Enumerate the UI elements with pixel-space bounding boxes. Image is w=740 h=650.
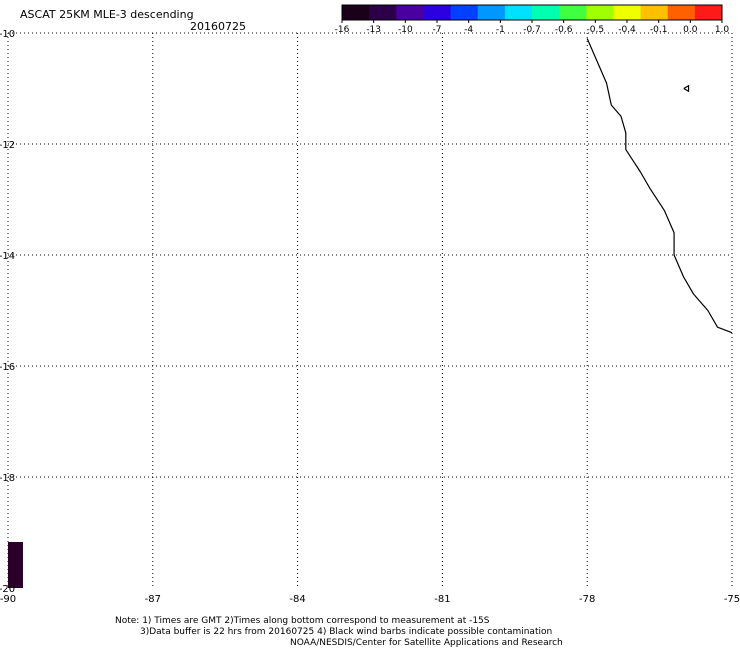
colorbar-tick-label: -16: [335, 25, 350, 35]
longitude-tick-label: -75: [724, 594, 740, 605]
coastline-path: [586, 38, 733, 334]
product-title: ASCAT 25KM MLE-3 descending: [20, 8, 194, 21]
colorbar-segment: [640, 5, 669, 20]
note-line-1: Note: 1) Times are GMT 2)Times along bot…: [115, 616, 490, 626]
colorbar-segment: [667, 5, 696, 20]
colorbar-segment: [369, 5, 397, 20]
map-area: [8, 33, 732, 588]
colorbar-tick-label: 0.0: [683, 25, 698, 35]
colorbar-tick-label: -13: [366, 25, 381, 35]
note-line-3: NOAA/NESDIS/Center for Satellite Applica…: [290, 638, 563, 648]
product-date: 20160725: [190, 20, 246, 33]
colorbar-segment: [559, 5, 587, 20]
colorbar-tick-label: -0.4: [618, 25, 636, 35]
axis-ticks: -90 -87 -84 -81 -78 -75 -10 -12 -14 -16 -18 -20: [0, 29, 740, 605]
latitude-tick-label: -18: [0, 473, 15, 484]
colorbar-tick-label: -10: [398, 25, 413, 35]
colorbar-tick-label: -7: [433, 25, 442, 35]
latitude-tick-label: -20: [0, 584, 15, 595]
data-swatch: [8, 542, 23, 588]
colorbar-tick-label: 1.0: [715, 25, 730, 35]
colorbar-segment: [532, 5, 560, 20]
colorbar-segment: [694, 5, 723, 20]
colorbar-segment: [423, 5, 452, 20]
colorbar-tick-label: -1: [496, 25, 505, 35]
latitude-tick-label: -10: [0, 29, 15, 40]
colorbar-segment: [613, 5, 642, 20]
map-grid: [7, 32, 733, 588]
latitude-tick-label: -16: [0, 362, 15, 373]
longitude-tick-label: -87: [145, 594, 161, 605]
colorbar-tick-label: -0.6: [555, 25, 573, 35]
colorbar-segment: [504, 5, 533, 20]
note-line-2: 3)Data buffer is 22 hrs from 20160725 4)…: [140, 627, 553, 637]
colorbar-segment: [342, 5, 370, 20]
colorbar-tick-label: -0.7: [523, 25, 541, 35]
colorbar-segment: [477, 5, 506, 20]
colorbar-segment: [586, 5, 614, 20]
colorbar-segment: [396, 5, 424, 20]
colorbar-tick-label: -0.5: [587, 25, 605, 35]
coastline: [586, 38, 733, 334]
longitude-tick-label: -84: [289, 594, 305, 605]
island-outline: [683, 84, 690, 93]
latitude-tick-label: -14: [0, 251, 15, 262]
longitude-tick-label: -78: [579, 594, 595, 605]
colorbar: -16 -13 -10 -7 -4 -1 -0.7 -0.6 -0.5 -0.4 -0.1 0.0 1.…: [335, 4, 730, 35]
longitude-tick-label: -81: [434, 594, 450, 605]
longitude-tick-label: -90: [0, 594, 16, 605]
latitude-tick-label: -12: [0, 140, 15, 151]
colorbar-segment: [450, 5, 479, 20]
colorbar-tick-label: -0.1: [650, 25, 668, 35]
colorbar-tick-label: -4: [464, 25, 473, 35]
